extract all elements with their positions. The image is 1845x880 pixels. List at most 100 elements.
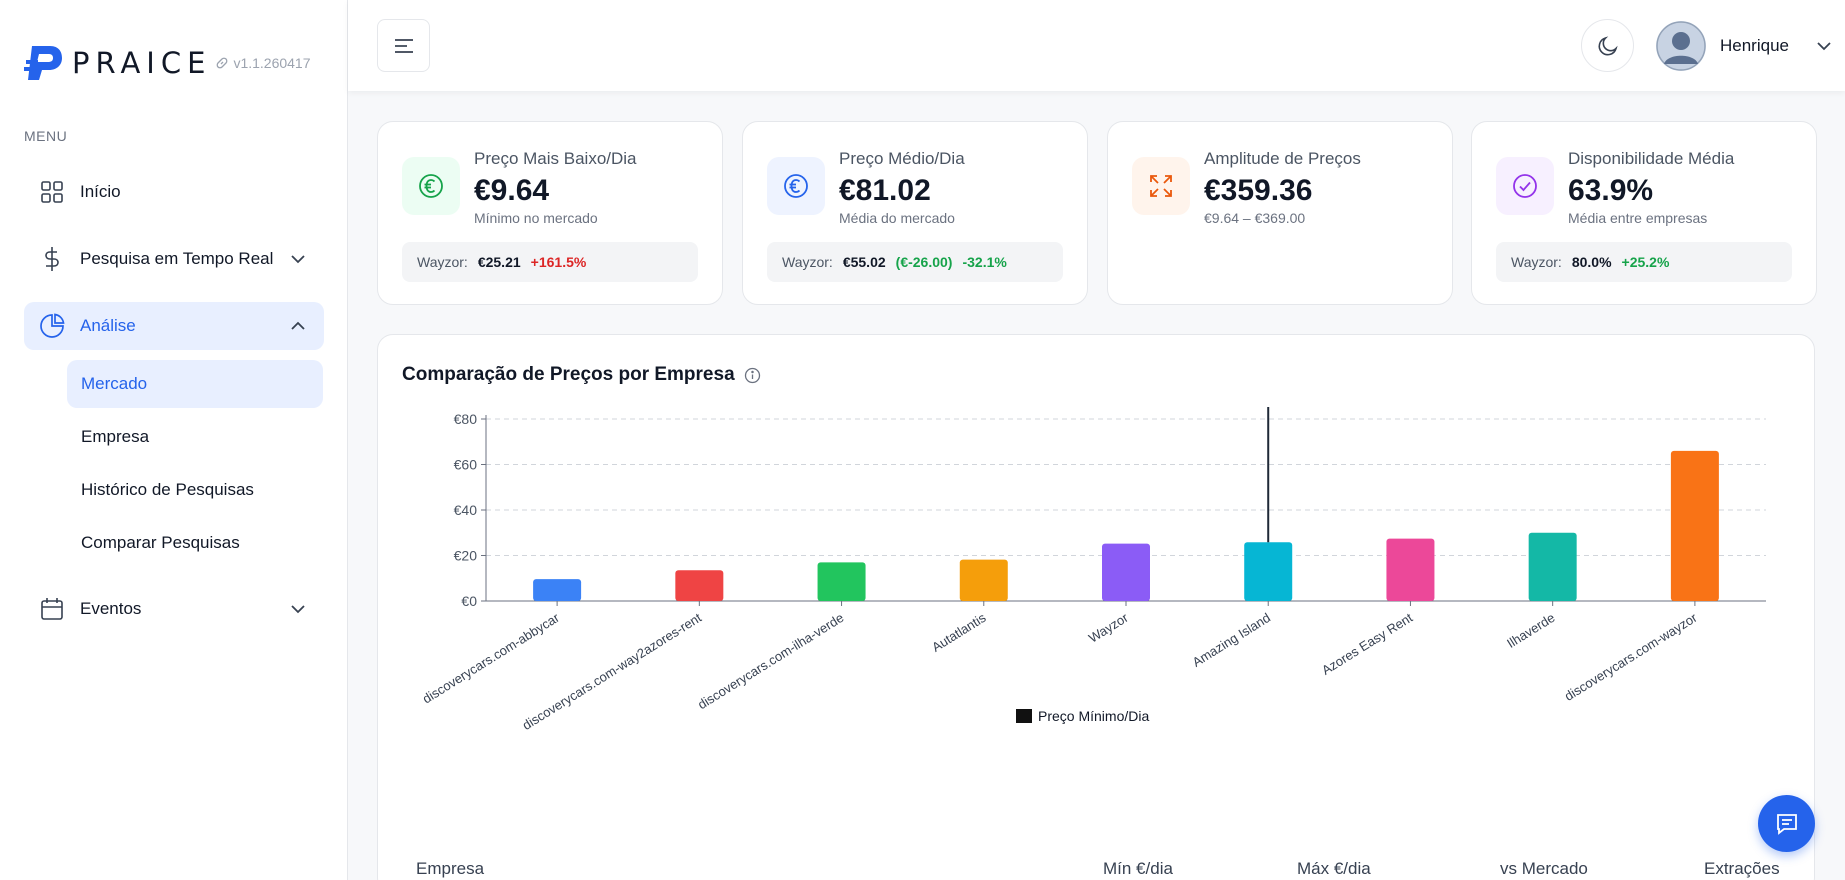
x-tick-label: discoverycars.com-abbycar bbox=[420, 610, 563, 707]
menu-toggle-button[interactable] bbox=[377, 19, 430, 72]
sidebar-item-eventos[interactable]: Eventos bbox=[24, 585, 324, 633]
praice-logo-icon bbox=[24, 46, 62, 80]
stat-label: Amplitude de Preços bbox=[1204, 149, 1361, 168]
avatar[interactable] bbox=[1656, 21, 1706, 71]
logo[interactable]: PRAICE v1.1.260417 bbox=[24, 42, 311, 84]
link-icon bbox=[217, 57, 228, 69]
sidebar-subitem-comparar[interactable]: Comparar Pesquisas bbox=[81, 533, 240, 552]
comparison-difference: (€-26.00) bbox=[895, 254, 953, 270]
comparison-company: Wayzor: bbox=[417, 254, 468, 270]
sidebar: PRAICE v1.1.260417 MENU Início Pesquisa … bbox=[0, 0, 348, 880]
sidebar-subitem-mercado[interactable]: Mercado bbox=[67, 360, 323, 408]
comparison-company: Wayzor: bbox=[1511, 254, 1562, 270]
expand-icon bbox=[1132, 157, 1190, 215]
user-name[interactable]: Henrique bbox=[1720, 36, 1789, 55]
chart-bar bbox=[1670, 450, 1719, 601]
theme-toggle-button[interactable] bbox=[1581, 19, 1634, 72]
sidebar-item-label: Análise bbox=[80, 316, 136, 335]
menu-icon bbox=[394, 38, 413, 53]
comparison-delta: +25.2% bbox=[1621, 254, 1670, 270]
y-tick-label: €40 bbox=[454, 502, 478, 518]
sidebar-item-label: Pesquisa em Tempo Real bbox=[80, 249, 274, 268]
stat-label: Disponibilidade Média bbox=[1568, 149, 1735, 168]
chat-icon bbox=[1776, 813, 1797, 835]
table-header-min[interactable]: Mín €/dia bbox=[1103, 859, 1173, 878]
x-tick-label: Amazing Island bbox=[1190, 610, 1273, 670]
sidebar-subitem-empresa[interactable]: Empresa bbox=[81, 427, 150, 446]
chart-bar bbox=[1102, 543, 1150, 601]
sidebar-item-label: Eventos bbox=[80, 599, 142, 618]
y-tick-label: €80 bbox=[454, 411, 478, 427]
legend-swatch bbox=[1016, 709, 1032, 723]
wayzor-comparison: Wayzor: €55.02 (€-26.00) -32.1% bbox=[767, 242, 1063, 282]
pie-chart-icon bbox=[38, 312, 66, 340]
wayzor-comparison: Wayzor: 80.0% +25.2% bbox=[1496, 242, 1792, 282]
chevron-up-icon bbox=[291, 321, 305, 330]
x-tick-label: Ilhaverde bbox=[1504, 610, 1557, 651]
moon-icon bbox=[1598, 35, 1618, 55]
panel-title-text: Comparação de Preços por Empresa bbox=[402, 364, 735, 385]
logo-text: PRAICE bbox=[72, 46, 212, 80]
chevron-down-icon bbox=[291, 255, 305, 264]
stat-label: Preço Médio/Dia bbox=[839, 149, 965, 168]
comparison-value: €25.21 bbox=[477, 254, 521, 270]
comparison-delta: -32.1% bbox=[962, 254, 1007, 270]
check-circle-icon bbox=[1496, 157, 1554, 215]
chart-bar bbox=[1244, 542, 1293, 601]
wayzor-comparison: Wayzor: €25.21 +161.5% bbox=[402, 242, 698, 282]
chart-bar bbox=[817, 562, 866, 601]
stat-subtext: Média entre empresas bbox=[1568, 210, 1708, 226]
dollar-icon bbox=[38, 245, 66, 273]
table-header-max[interactable]: Máx €/dia bbox=[1297, 859, 1371, 878]
stat-subtext: €9.64 – €369.00 bbox=[1204, 210, 1306, 226]
chart-bar bbox=[1528, 532, 1577, 601]
x-tick-label: Wayzor bbox=[1086, 610, 1131, 646]
sidebar-subitem-historico[interactable]: Histórico de Pesquisas bbox=[81, 480, 254, 499]
stat-subtext: Média do mercado bbox=[839, 210, 955, 226]
grid-icon bbox=[38, 178, 66, 206]
comparison-value: €55.02 bbox=[842, 254, 886, 270]
stat-card-average-price: Preço Médio/Dia €81.02 Média do mercado … bbox=[742, 121, 1088, 305]
comparison-value: 80.0% bbox=[1571, 254, 1612, 270]
chart-bar bbox=[675, 570, 724, 601]
x-tick-label: discoverycars.com-wayzor bbox=[1562, 610, 1700, 704]
table-header-empresa[interactable]: Empresa bbox=[416, 859, 485, 878]
stat-card-availability: Disponibilidade Média 63.9% Média entre … bbox=[1471, 121, 1817, 305]
stat-value: €359.36 bbox=[1204, 174, 1313, 207]
euro-icon bbox=[402, 157, 460, 215]
y-tick-label: €60 bbox=[454, 457, 478, 473]
stat-subtext: Mínimo no mercado bbox=[474, 210, 598, 226]
chart-bar bbox=[959, 559, 1008, 601]
app-version: v1.1.260417 bbox=[233, 55, 311, 71]
stat-value: €81.02 bbox=[839, 174, 931, 207]
table-header-extracoes[interactable]: Extrações bbox=[1704, 859, 1780, 878]
table-header-vs-mercado[interactable]: vs Mercado bbox=[1500, 859, 1588, 878]
sidebar-item-analise[interactable]: Análise bbox=[24, 302, 324, 350]
sidebar-item-label: Início bbox=[80, 182, 121, 201]
info-icon[interactable] bbox=[744, 367, 761, 384]
stat-value: 63.9% bbox=[1568, 174, 1654, 207]
stat-value: €9.64 bbox=[474, 174, 550, 207]
chat-button[interactable] bbox=[1758, 795, 1815, 852]
chart-bar bbox=[1386, 538, 1435, 601]
sidebar-item-pesquisa-tempo-real[interactable]: Pesquisa em Tempo Real bbox=[24, 235, 324, 283]
comparison-company: Wayzor: bbox=[782, 254, 833, 270]
y-tick-label: €20 bbox=[454, 548, 478, 564]
chart-bar bbox=[533, 579, 582, 601]
price-bar-chart: €0 €20 €40 €60 €80 discoverycars.com-abbycar d… bbox=[420, 407, 1766, 733]
stat-card-lowest-price: Preço Mais Baixo/Dia €9.64 Mínimo no mer… bbox=[377, 121, 723, 305]
stat-label: Preço Mais Baixo/Dia bbox=[474, 149, 637, 168]
chevron-down-icon bbox=[291, 605, 305, 614]
panel-title: Comparação de Preços por Empresa bbox=[402, 364, 761, 386]
x-tick-label: discoverycars.com-ilha-verde bbox=[695, 610, 846, 712]
top-header: Henrique bbox=[348, 0, 1845, 91]
x-tick-label: Azores Easy Rent bbox=[1319, 610, 1416, 678]
menu-heading: MENU bbox=[24, 128, 68, 144]
stat-card-price-range: Amplitude de Preços €359.36 €9.64 – €369… bbox=[1107, 121, 1453, 305]
legend-label: Preço Mínimo/Dia bbox=[1038, 708, 1149, 724]
price-comparison-panel: Comparação de Preços por Empresa €0 €20 €4… bbox=[377, 334, 1815, 880]
comparison-delta: +161.5% bbox=[530, 254, 587, 270]
euro-icon bbox=[767, 157, 825, 215]
sidebar-item-inicio[interactable]: Início bbox=[24, 168, 324, 216]
chevron-down-icon[interactable] bbox=[1815, 37, 1833, 55]
